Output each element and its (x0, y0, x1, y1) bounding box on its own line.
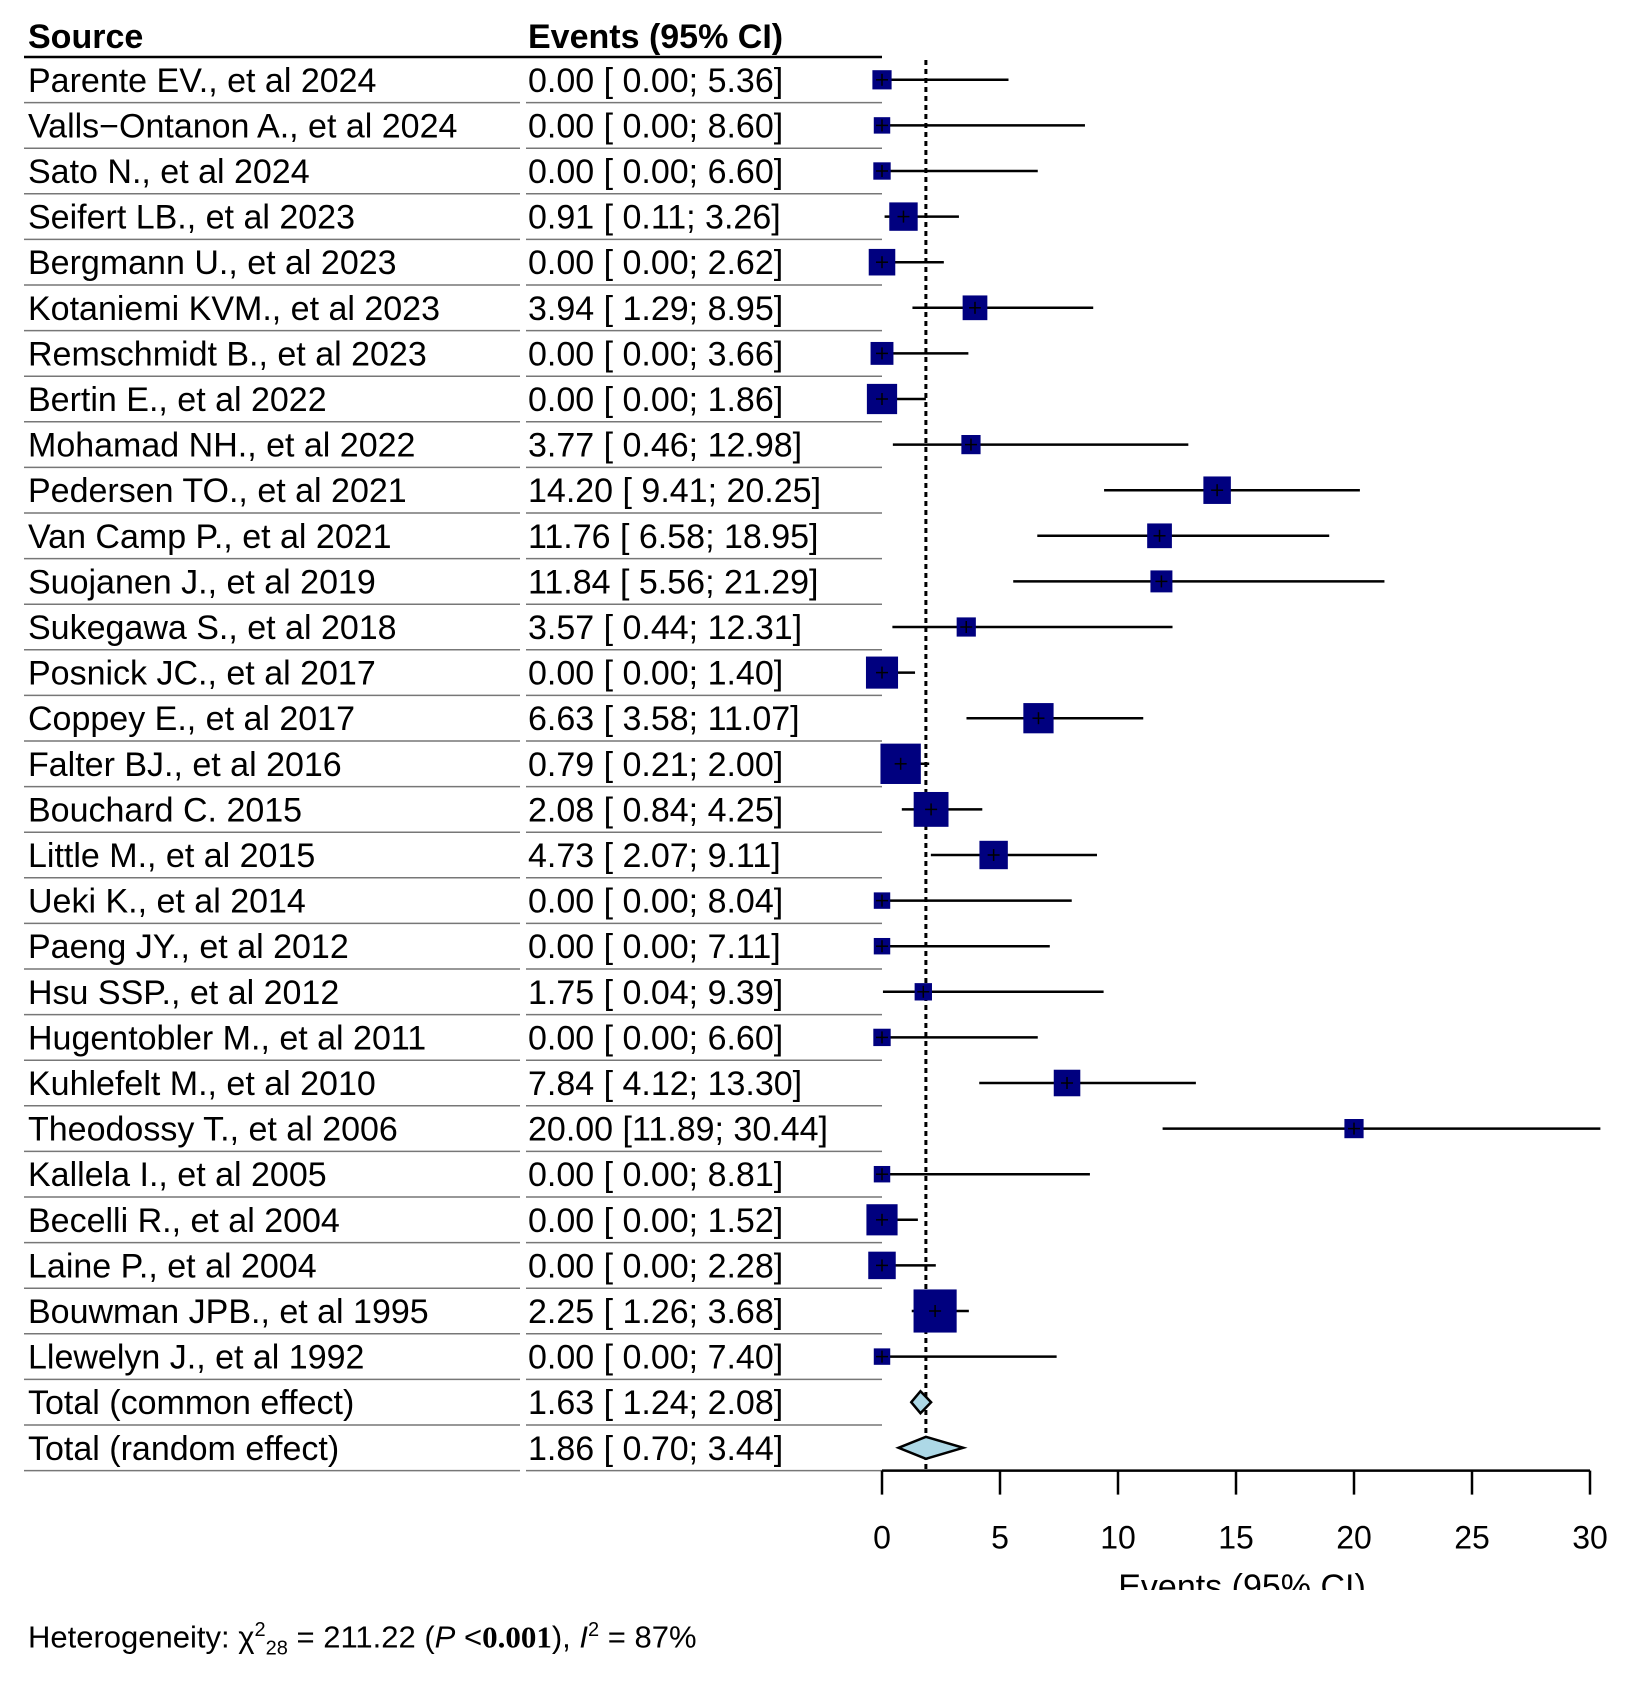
row-ci-label: 14.20 [ 9.41; 20.25] (528, 472, 821, 510)
study-rows: Parente EV., et al 2024 0.00 [ 0.00; 5.36… (24, 62, 882, 1472)
row-ci-label: 7.84 [ 4.12; 13.30] (528, 1065, 802, 1103)
het-i-value: = 87% (599, 1619, 697, 1655)
row-source-label: Laine P., et al 2004 (28, 1247, 317, 1285)
x-tick-label: 5 (991, 1520, 1009, 1556)
row-source-label: Hsu SSP., et al 2012 (28, 974, 339, 1012)
het-i-symbol: I (579, 1619, 589, 1655)
row-source-label: Ueki K., et al 2014 (28, 883, 306, 921)
row-ci-label: 0.00 [ 0.00; 7.11] (528, 928, 781, 966)
row-ci-label: 0.00 [ 0.00; 2.28] (528, 1247, 783, 1285)
x-tick-label: 20 (1336, 1520, 1372, 1556)
row-source-label: Van Camp P., et al 2021 (28, 518, 392, 556)
row-source-label: Theodossy T., et al 2006 (28, 1111, 398, 1149)
x-tick-label: 15 (1218, 1520, 1254, 1556)
row-source-label: Kuhlefelt M., et al 2010 (28, 1065, 376, 1103)
plot-marks (865, 60, 1601, 1471)
row-ci-label: 0.00 [ 0.00; 8.60] (528, 107, 783, 145)
het-chi-value: = 211.22 ( (287, 1619, 435, 1655)
het-sep: ), (551, 1619, 580, 1655)
x-tick-label: 30 (1572, 1520, 1608, 1556)
row-source-label: Hugentobler M., et al 2011 (28, 1019, 426, 1057)
row-source-label: Total (common effect) (28, 1384, 354, 1422)
row-source-label: Becelli R., et al 2004 (28, 1202, 340, 1240)
row-source-label: Sato N., et al 2024 (28, 153, 310, 191)
row-source-label: Posnick JC., et al 2017 (28, 655, 376, 693)
row-source-label: Bertin E., et al 2022 (28, 381, 327, 419)
x-tick-label: 0 (873, 1520, 891, 1556)
summary-diamond (909, 1389, 933, 1416)
row-source-label: Total (random effect) (28, 1430, 339, 1468)
row-source-label: Parente EV., et al 2024 (28, 62, 376, 100)
row-ci-label: 1.86 [ 0.70; 3.44] (528, 1430, 783, 1468)
row-ci-label: 0.00 [ 0.00; 8.04] (528, 883, 783, 921)
row-ci-label: 0.00 [ 0.00; 1.52] (528, 1202, 783, 1240)
row-source-label: Mohamad NH., et al 2022 (28, 427, 415, 465)
row-ci-label: 0.00 [ 0.00; 7.40] (528, 1339, 783, 1377)
row-ci-label: 0.00 [ 0.00; 5.36] (528, 62, 783, 100)
x-tick-label: 25 (1454, 1520, 1490, 1556)
row-ci-label: 0.00 [ 0.00; 6.60] (528, 1019, 783, 1057)
row-ci-label: 1.75 [ 0.04; 9.39] (528, 974, 783, 1012)
row-ci-label: 2.08 [ 0.84; 4.25] (528, 791, 783, 829)
row-ci-label: 0.00 [ 0.00; 1.86] (528, 381, 783, 419)
row-ci-label: 11.84 [ 5.56; 21.29] (528, 563, 819, 601)
row-ci-label: 3.77 [ 0.46; 12.98] (528, 427, 802, 465)
heterogeneity-line: Heterogeneity: χ228 = 211.22 (P <0.001),… (28, 1595, 697, 1665)
header-source: Source (28, 18, 143, 56)
row-ci-label: 0.00 [ 0.00; 1.40] (528, 655, 783, 693)
row-ci-label: 4.73 [ 2.07; 9.11] (528, 837, 781, 875)
het-chi: χ (238, 1619, 255, 1655)
het-p-symbol: P (434, 1619, 456, 1655)
row-source-label: Paeng JY., et al 2012 (28, 928, 349, 966)
row-source-label: Seifert LB., et al 2023 (28, 199, 355, 237)
row-source-label: Bouchard C. 2015 (28, 791, 302, 829)
x-axis-label: Events (95% CI) (1118, 1568, 1366, 1590)
row-ci-label: 3.57 [ 0.44; 12.31] (528, 609, 802, 647)
row-source-label: Kallela I., et al 2005 (28, 1156, 327, 1194)
summary-diamond (895, 1435, 968, 1461)
header-events: Events (95% CI) (528, 18, 783, 56)
row-source-label: Bergmann U., et al 2023 (28, 244, 397, 282)
row-ci-label: 2.25 [ 1.26; 3.68] (528, 1293, 783, 1331)
row-ci-label: 0.00 [ 0.00; 6.60] (528, 153, 783, 191)
het-p-value: 0.001 (482, 1619, 552, 1655)
forest-plot: Source Events (95% CI) Parente EV., et a… (24, 18, 1608, 1590)
row-ci-label: 0.91 [ 0.11; 3.26] (528, 199, 781, 237)
het-chi-sup: 2 (254, 1619, 266, 1641)
row-ci-label: 6.63 [ 3.58; 11.07] (528, 700, 800, 738)
row-source-label: Sukegawa S., et al 2018 (28, 609, 397, 647)
row-source-label: Falter BJ., et al 2016 (28, 746, 342, 784)
x-axis: 0 5 10 15 20 25 30 (873, 1469, 1608, 1556)
row-source-label: Pedersen TO., et al 2021 (28, 472, 407, 510)
row-ci-label: 20.00 [11.89; 30.44] (528, 1111, 828, 1149)
row-source-label: Valls−Ontanon A., et al 2024 (28, 107, 457, 145)
row-ci-label: 11.76 [ 6.58; 18.95] (528, 518, 819, 556)
x-tick-label: 10 (1100, 1520, 1136, 1556)
het-i-sup: 2 (588, 1619, 600, 1641)
row-source-label: Little M., et al 2015 (28, 837, 315, 875)
row-source-label: Bouwman JPB., et al 1995 (28, 1293, 429, 1331)
row-ci-label: 0.00 [ 0.00; 8.81] (528, 1156, 783, 1194)
het-p-op: < (455, 1619, 483, 1655)
row-ci-label: 0.79 [ 0.21; 2.00] (528, 746, 783, 784)
het-prefix: Heterogeneity: (28, 1619, 239, 1655)
row-source-label: Llewelyn J., et al 1992 (28, 1339, 364, 1377)
row-source-label: Coppey E., et al 2017 (28, 700, 355, 738)
row-source-label: Suojanen J., et al 2019 (28, 563, 376, 601)
row-ci-label: 0.00 [ 0.00; 2.62] (528, 244, 783, 282)
het-chi-sub: 28 (265, 1637, 288, 1660)
row-ci-label: 1.63 [ 1.24; 2.08] (528, 1384, 783, 1422)
row-ci-label: 3.94 [ 1.29; 8.95] (528, 290, 783, 328)
row-ci-label: 0.00 [ 0.00; 3.66] (528, 335, 783, 373)
row-source-label: Kotaniemi KVM., et al 2023 (28, 290, 440, 328)
row-source-label: Remschmidt B., et al 2023 (28, 335, 427, 373)
